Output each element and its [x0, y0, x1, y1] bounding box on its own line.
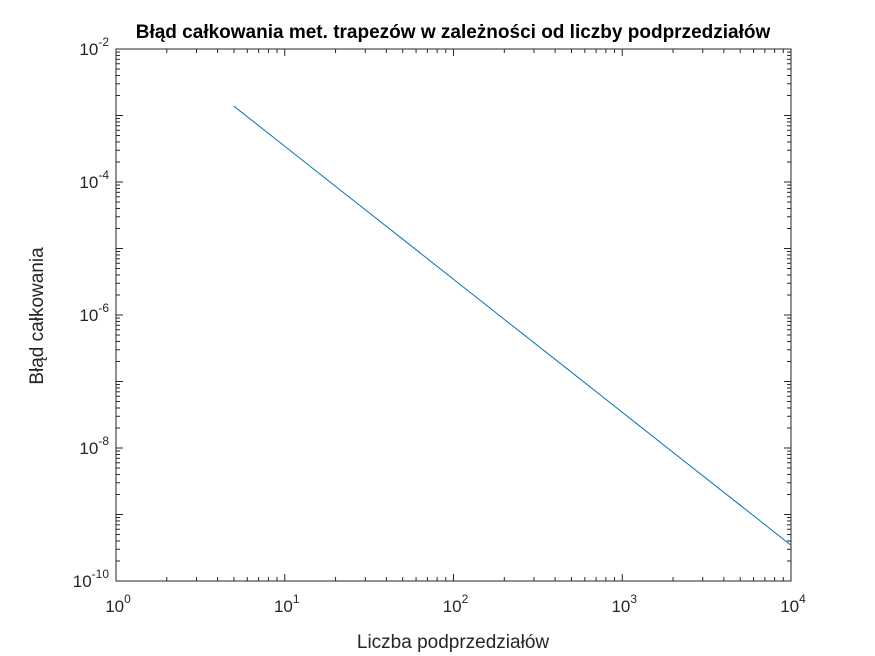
- series-group: [233, 105, 792, 546]
- y-axis-ticks: [116, 48, 791, 582]
- series-line: [233, 105, 792, 546]
- x-tick-label: 104: [780, 592, 806, 616]
- x-axis-tick-labels: 100 101 102 103 104: [105, 592, 806, 616]
- x-tick-label: 103: [611, 592, 637, 616]
- x-tick-label: 100: [105, 592, 131, 616]
- y-tick-label: 10-2: [79, 35, 109, 59]
- x-axis-label: Liczba podprzedziałów: [357, 632, 550, 653]
- x-tick-label: 101: [274, 592, 300, 616]
- y-tick-label: 10-10: [73, 567, 110, 591]
- plot-area: [115, 48, 792, 582]
- y-axis-label: Błąd całkowania: [27, 247, 48, 385]
- y-tick-label: 10-8: [79, 434, 109, 458]
- chart-title: Błąd całkowania met. trapezów w zależnoś…: [136, 22, 771, 43]
- y-tick-label: 10-4: [79, 168, 109, 192]
- x-axis-ticks: [115, 49, 792, 581]
- y-axis-tick-labels: 10-10 10-8 10-6 10-4 10-2: [73, 35, 110, 591]
- x-tick-label: 102: [443, 592, 469, 616]
- y-tick-label: 10-6: [79, 301, 109, 325]
